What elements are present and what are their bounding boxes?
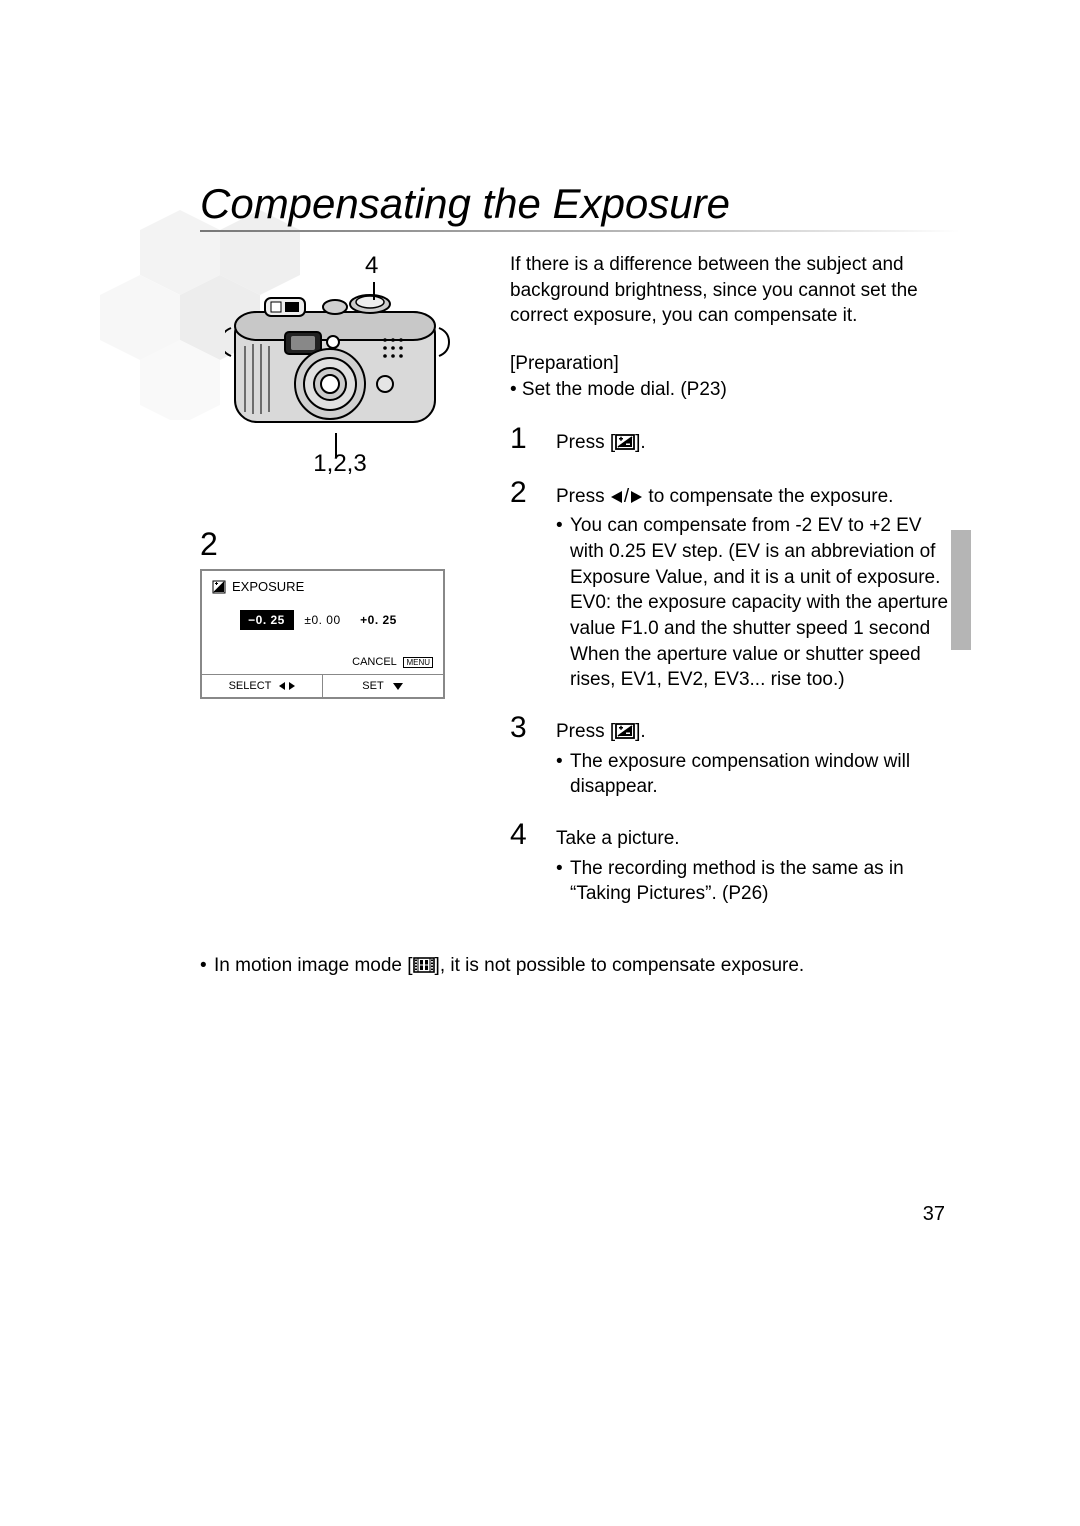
lcd-bottom-row: SELECT SET <box>202 674 443 697</box>
step-number: 1 <box>510 424 536 460</box>
step-4: 4 Take a picture. The recording method i… <box>510 820 960 909</box>
step-bullet: The recording method is the same as in “… <box>556 856 960 907</box>
select-label: SELECT <box>229 680 272 692</box>
step-3: 3 Press []. The exposure compensation wi… <box>510 713 960 802</box>
step-number: 4 <box>510 820 536 909</box>
camera-diagram: 4 <box>200 252 480 488</box>
motion-image-icon <box>413 957 435 973</box>
left-right-arrows-icon <box>279 681 295 691</box>
lcd-select-cell: SELECT <box>202 675 323 697</box>
camera-illustration <box>225 274 455 444</box>
title-block: Compensating the Exposure <box>200 180 960 232</box>
page: Compensating the Exposure 4 <box>0 0 1080 977</box>
step-body: Press / to compensate the exposure. You … <box>556 478 960 695</box>
ev-right: +0. 25 <box>352 610 406 630</box>
set-label: SET <box>362 680 383 692</box>
content: 4 <box>200 252 960 927</box>
step-main: Press / to compensate the exposure. <box>556 484 960 510</box>
page-title: Compensating the Exposure <box>200 180 960 228</box>
ev-selected: −0. 25 <box>240 610 294 630</box>
lcd-cancel-row: CANCEL MENU <box>202 642 443 674</box>
callout-top: 4 <box>365 252 378 280</box>
footer-note: In motion image mode [ ], it is not poss… <box>214 955 960 977</box>
down-arrow-icon <box>392 681 404 691</box>
step-body: Press []. The exposure compensation wind… <box>556 713 960 802</box>
step-main: Take a picture. <box>556 826 960 852</box>
lcd-header-text: EXPOSURE <box>232 579 304 594</box>
cancel-label: CANCEL <box>352 656 396 668</box>
exposure-button-icon <box>615 434 635 450</box>
lcd-set-cell: SET <box>323 675 443 697</box>
step-main: Press []. <box>556 719 960 745</box>
exposure-button-icon <box>615 723 635 739</box>
lcd-section-number: 2 <box>200 526 480 563</box>
lcd-ev-row: −0. 25 ±0. 00 +0. 25 <box>202 606 443 642</box>
preparation-block: [Preparation] • Set the mode dial. (P23) <box>510 351 960 402</box>
step-2: 2 Press / to compensate the exposure. Yo… <box>510 478 960 695</box>
left-arrow-icon <box>610 490 624 504</box>
intro-text: If there is a difference between the sub… <box>510 252 960 329</box>
right-arrow-icon <box>629 490 643 504</box>
lcd-block: 2 EXPOSURE −0. 25 <box>200 526 480 699</box>
lcd-header-row: EXPOSURE <box>202 571 443 606</box>
ev-center: ±0. 00 <box>294 610 352 630</box>
menu-badge: MENU <box>403 657 433 668</box>
step-body: Take a picture. The recording method is … <box>556 820 960 909</box>
prep-header: [Preparation] <box>510 351 960 377</box>
left-column: 4 <box>200 252 480 927</box>
lcd-screen: EXPOSURE −0. 25 ±0. 00 +0. 25 CANCEL MEN… <box>200 569 445 699</box>
prep-item: • Set the mode dial. (P23) <box>510 377 960 403</box>
pointer-line-bottom <box>335 433 337 458</box>
page-number: 37 <box>923 1203 945 1226</box>
step-1: 1 Press []. <box>510 424 960 460</box>
step-number: 3 <box>510 713 536 802</box>
step-bullet: You can compensate from -2 EV to +2 EV w… <box>556 513 960 692</box>
right-column: If there is a difference between the sub… <box>510 252 960 927</box>
title-underline <box>200 230 960 232</box>
callout-bottom: 1,2,3 <box>200 450 480 478</box>
step-body: Press []. <box>556 424 960 460</box>
side-tab <box>951 530 971 650</box>
step-bullet: The exposure compensation window will di… <box>556 749 960 800</box>
exposure-icon <box>212 580 226 594</box>
step-main: Press []. <box>556 430 960 456</box>
step-number: 2 <box>510 478 536 695</box>
pointer-line-top <box>373 282 375 300</box>
